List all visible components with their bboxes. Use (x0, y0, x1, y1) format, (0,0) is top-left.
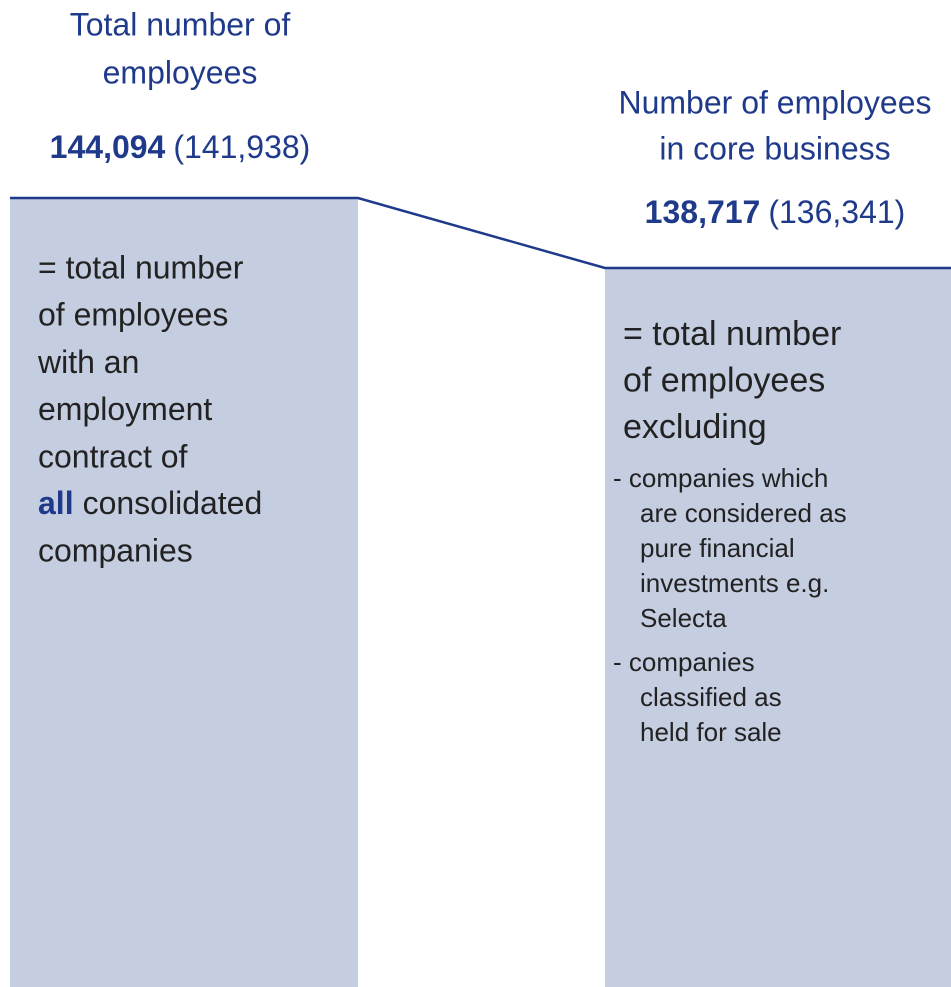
connector-line (10, 196, 951, 270)
description-line: = total number (38, 249, 244, 285)
heading: Total number of (70, 6, 291, 42)
description-text: consolidated (83, 485, 263, 521)
exclusion-line: - companies (613, 647, 755, 677)
prior-value: (136,341) (768, 194, 905, 230)
description-line: contract of (38, 438, 188, 474)
left-box (10, 198, 358, 987)
heading: Number of employees (618, 84, 931, 120)
exclusion-line: pure financial (640, 533, 795, 563)
description-line: of employees (623, 361, 825, 399)
heading: employees (103, 54, 258, 90)
description-line: all consolidated (38, 485, 262, 521)
exclusion-line: investments e.g. (640, 568, 829, 598)
description-line: companies (38, 533, 193, 569)
exclusion-line: Selecta (640, 603, 727, 633)
right-box (605, 268, 951, 987)
exclusion-line: - companies which (613, 463, 828, 493)
headline-figure: 144,094 (141,938) (50, 129, 311, 165)
description-line: = total number (623, 315, 841, 353)
current-value: 138,717 (645, 194, 761, 230)
emphasis: all (38, 485, 74, 521)
description-line: of employees (38, 297, 228, 333)
heading: in core business (659, 130, 890, 166)
exclusion-line: held for sale (640, 717, 782, 747)
prior-value: (141,938) (173, 129, 310, 165)
exclusion-line: classified as (640, 682, 782, 712)
description-line: employment (38, 391, 212, 427)
exclusion-line: are considered as (640, 498, 847, 528)
description-line: excluding (623, 408, 767, 446)
current-value: 144,094 (50, 129, 166, 165)
description-line: with an (37, 344, 139, 380)
headline-figure: 138,717 (136,341) (645, 194, 906, 230)
